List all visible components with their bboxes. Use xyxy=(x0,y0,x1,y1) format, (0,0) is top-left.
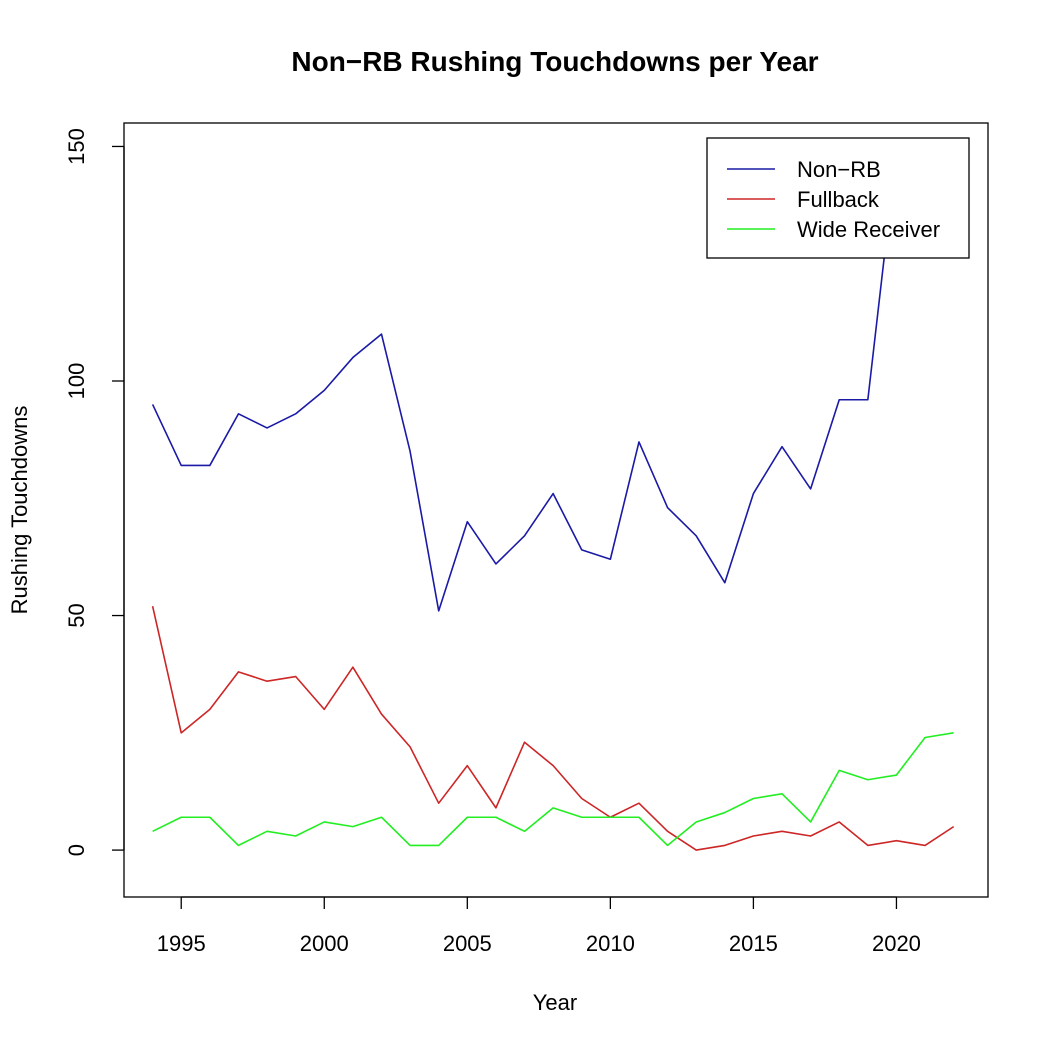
x-tick-label: 2010 xyxy=(586,931,635,956)
chart-title: Non−RB Rushing Touchdowns per Year xyxy=(291,46,818,77)
x-tick-label: 2005 xyxy=(443,931,492,956)
legend-label: Fullback xyxy=(797,187,880,212)
y-tick-label: 100 xyxy=(64,363,89,400)
x-axis-label: Year xyxy=(533,990,577,1015)
series-line-2 xyxy=(152,732,954,847)
y-tick-label: 0 xyxy=(64,844,89,856)
legend-label: Wide Receiver xyxy=(797,217,940,242)
y-tick-label: 50 xyxy=(64,603,89,627)
legend-box xyxy=(706,137,970,259)
series-line-0 xyxy=(151,150,955,612)
x-tick-label: 1995 xyxy=(157,931,206,956)
x-tick-label: 2020 xyxy=(872,931,921,956)
x-tick-label: 2015 xyxy=(729,931,778,956)
y-tick-label: 150 xyxy=(64,128,89,165)
legend-label: Non−RB xyxy=(797,157,881,182)
x-axis: 1995 2000 2005 2010 2015 2020 xyxy=(157,896,921,956)
y-axis: 0 50 100 150 xyxy=(64,128,125,856)
legend: Non−RB Fullback Wide Receiver xyxy=(706,137,970,259)
series-line-1 xyxy=(151,605,955,851)
x-tick-label: 2000 xyxy=(300,931,349,956)
y-axis-label: Rushing Touchdowns xyxy=(7,406,32,615)
series-layer xyxy=(151,150,955,851)
